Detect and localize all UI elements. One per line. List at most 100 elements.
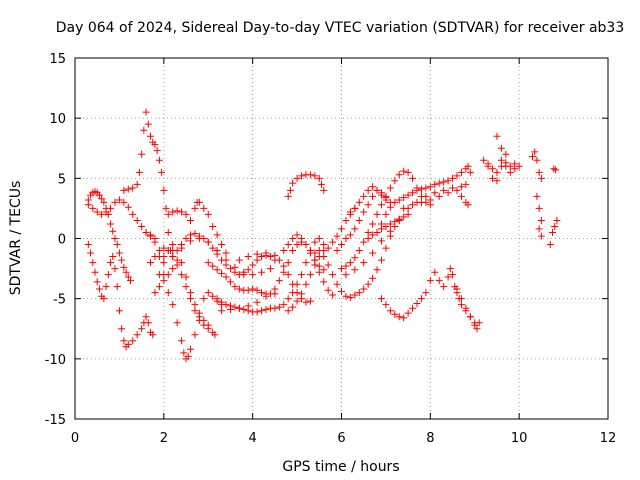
data-point: [302, 241, 310, 249]
data-point: [160, 186, 168, 194]
data-point: [169, 208, 177, 216]
data-point: [218, 307, 226, 315]
data-point: [142, 108, 150, 116]
data-point: [338, 287, 345, 295]
data-point: [315, 262, 323, 270]
data-point: [253, 256, 261, 264]
data-point: [426, 196, 434, 204]
data-point: [373, 228, 381, 236]
data-point: [173, 261, 181, 269]
data-point: [449, 174, 457, 182]
data-point: [391, 218, 399, 226]
y-tick-label: -5: [53, 293, 66, 308]
data-point: [115, 249, 123, 257]
data-point: [155, 247, 163, 255]
data-point: [404, 210, 412, 218]
data-point: [191, 204, 199, 212]
data-point: [155, 283, 163, 291]
data-point: [249, 261, 257, 269]
data-point: [240, 305, 248, 313]
data-point: [191, 301, 199, 309]
data-point: [444, 177, 452, 185]
data-point: [289, 235, 297, 242]
data-point: [226, 305, 234, 313]
data-point: [147, 259, 155, 267]
data-point: [346, 259, 354, 267]
data-point: [266, 265, 274, 273]
data-point: [351, 254, 359, 262]
data-point: [533, 156, 541, 164]
data-point: [453, 172, 461, 180]
data-point: [342, 292, 350, 300]
data-point: [213, 295, 221, 303]
data-point: [107, 259, 115, 267]
y-tick-label: 10: [49, 112, 66, 127]
data-point: [129, 210, 137, 218]
data-point: [258, 307, 266, 315]
data-point: [140, 126, 148, 134]
data-point: [289, 303, 297, 311]
data-point: [535, 225, 543, 233]
data-point: [240, 268, 248, 276]
data-point: [391, 177, 399, 185]
data-point: [466, 313, 474, 321]
data-point: [318, 180, 326, 188]
data-point: [195, 316, 203, 324]
data-point: [489, 174, 497, 182]
data-point: [484, 162, 492, 170]
data-point: [355, 198, 363, 206]
data-point: [440, 186, 448, 194]
data-point: [235, 304, 243, 312]
data-point: [258, 268, 266, 276]
x-tick-label: 6: [337, 431, 345, 446]
data-point: [395, 171, 403, 179]
data-point: [109, 253, 117, 261]
data-point: [109, 227, 117, 235]
data-point: [417, 198, 425, 206]
data-point: [93, 278, 101, 286]
data-point: [550, 165, 558, 173]
x-axis: 0 2 4 6 8 10 12: [71, 58, 616, 446]
data-point: [449, 271, 457, 279]
data-point: [107, 204, 115, 212]
data-point: [173, 319, 181, 327]
data-point: [84, 241, 92, 249]
data-point: [218, 269, 226, 277]
data-point: [342, 216, 350, 224]
y-tick-label: 0: [58, 233, 66, 248]
data-point: [446, 265, 454, 273]
data-point: [329, 291, 337, 299]
data-point: [191, 331, 199, 339]
data-point: [186, 216, 194, 224]
data-point: [182, 273, 190, 281]
x-tick-label: 10: [511, 431, 528, 446]
data-point: [186, 345, 194, 353]
data-point: [364, 280, 372, 288]
data-point: [311, 238, 319, 246]
data-point: [364, 201, 372, 209]
data-point: [457, 301, 465, 309]
data-point: [95, 285, 103, 293]
data-point: [422, 192, 430, 200]
data-point: [113, 241, 121, 249]
data-point: [218, 241, 226, 249]
data-point: [311, 261, 319, 269]
x-tick-label: 8: [426, 431, 434, 446]
data-point: [162, 204, 170, 212]
data-point: [127, 277, 135, 285]
data-point: [209, 292, 217, 300]
data-point: [324, 261, 332, 269]
data-point: [138, 150, 146, 158]
data-point: [449, 184, 457, 192]
data-point: [382, 301, 390, 309]
data-point: [135, 168, 143, 176]
data-point: [284, 295, 292, 303]
data-point: [360, 238, 368, 246]
data-point: [211, 331, 219, 339]
data-point: [98, 195, 106, 203]
data-point: [271, 285, 279, 293]
data-point: [169, 265, 177, 273]
data-point: [324, 286, 332, 294]
data-point: [164, 210, 172, 218]
data-point: [306, 171, 314, 179]
